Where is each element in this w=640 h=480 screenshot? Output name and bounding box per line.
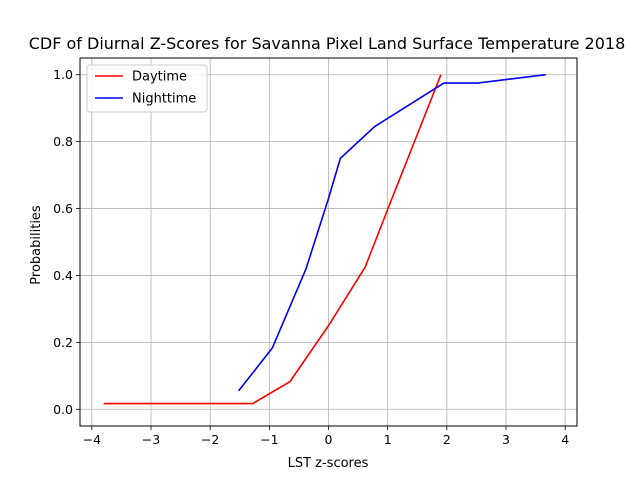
legend-label-daytime: Daytime	[132, 70, 187, 85]
x-axis-label: LST z-scores	[288, 456, 369, 471]
legend-label-nighttime: Nighttime	[132, 92, 196, 107]
x-tick-label: −1	[260, 432, 278, 447]
x-tick-label: 2	[443, 432, 451, 447]
series-line-daytime	[103, 74, 442, 405]
y-tick-label: 0.4	[53, 268, 73, 283]
x-tick-label: 0	[325, 432, 333, 447]
y-tick-label: 0.2	[53, 335, 73, 350]
x-tick-label: 4	[561, 432, 569, 447]
x-tick-label: 3	[502, 432, 510, 447]
y-axis-label: Probabilities	[29, 205, 44, 285]
y-tick-label: 1.0	[53, 67, 73, 82]
x-tick-label: −3	[142, 432, 160, 447]
x-tick-label: 1	[384, 432, 392, 447]
axis-ticks: −4 −3 −2 −1 0 1 2 3 4 0.0 0.2 0.4 0.6 0.8 1.0	[53, 67, 569, 447]
x-tick-label: −2	[201, 432, 219, 447]
y-tick-label: 0.8	[53, 134, 73, 149]
legend: Daytime Nighttime	[86, 64, 208, 113]
x-tick-label: −4	[83, 432, 101, 447]
series-line-nighttime	[237, 73, 546, 392]
y-tick-label: 0.6	[53, 201, 73, 216]
y-tick-label: 0.0	[53, 402, 73, 417]
series-lines	[103, 73, 546, 405]
grid	[80, 58, 577, 426]
chart-title: CDF of Diurnal Z-Scores for Savanna Pixe…	[29, 34, 626, 53]
